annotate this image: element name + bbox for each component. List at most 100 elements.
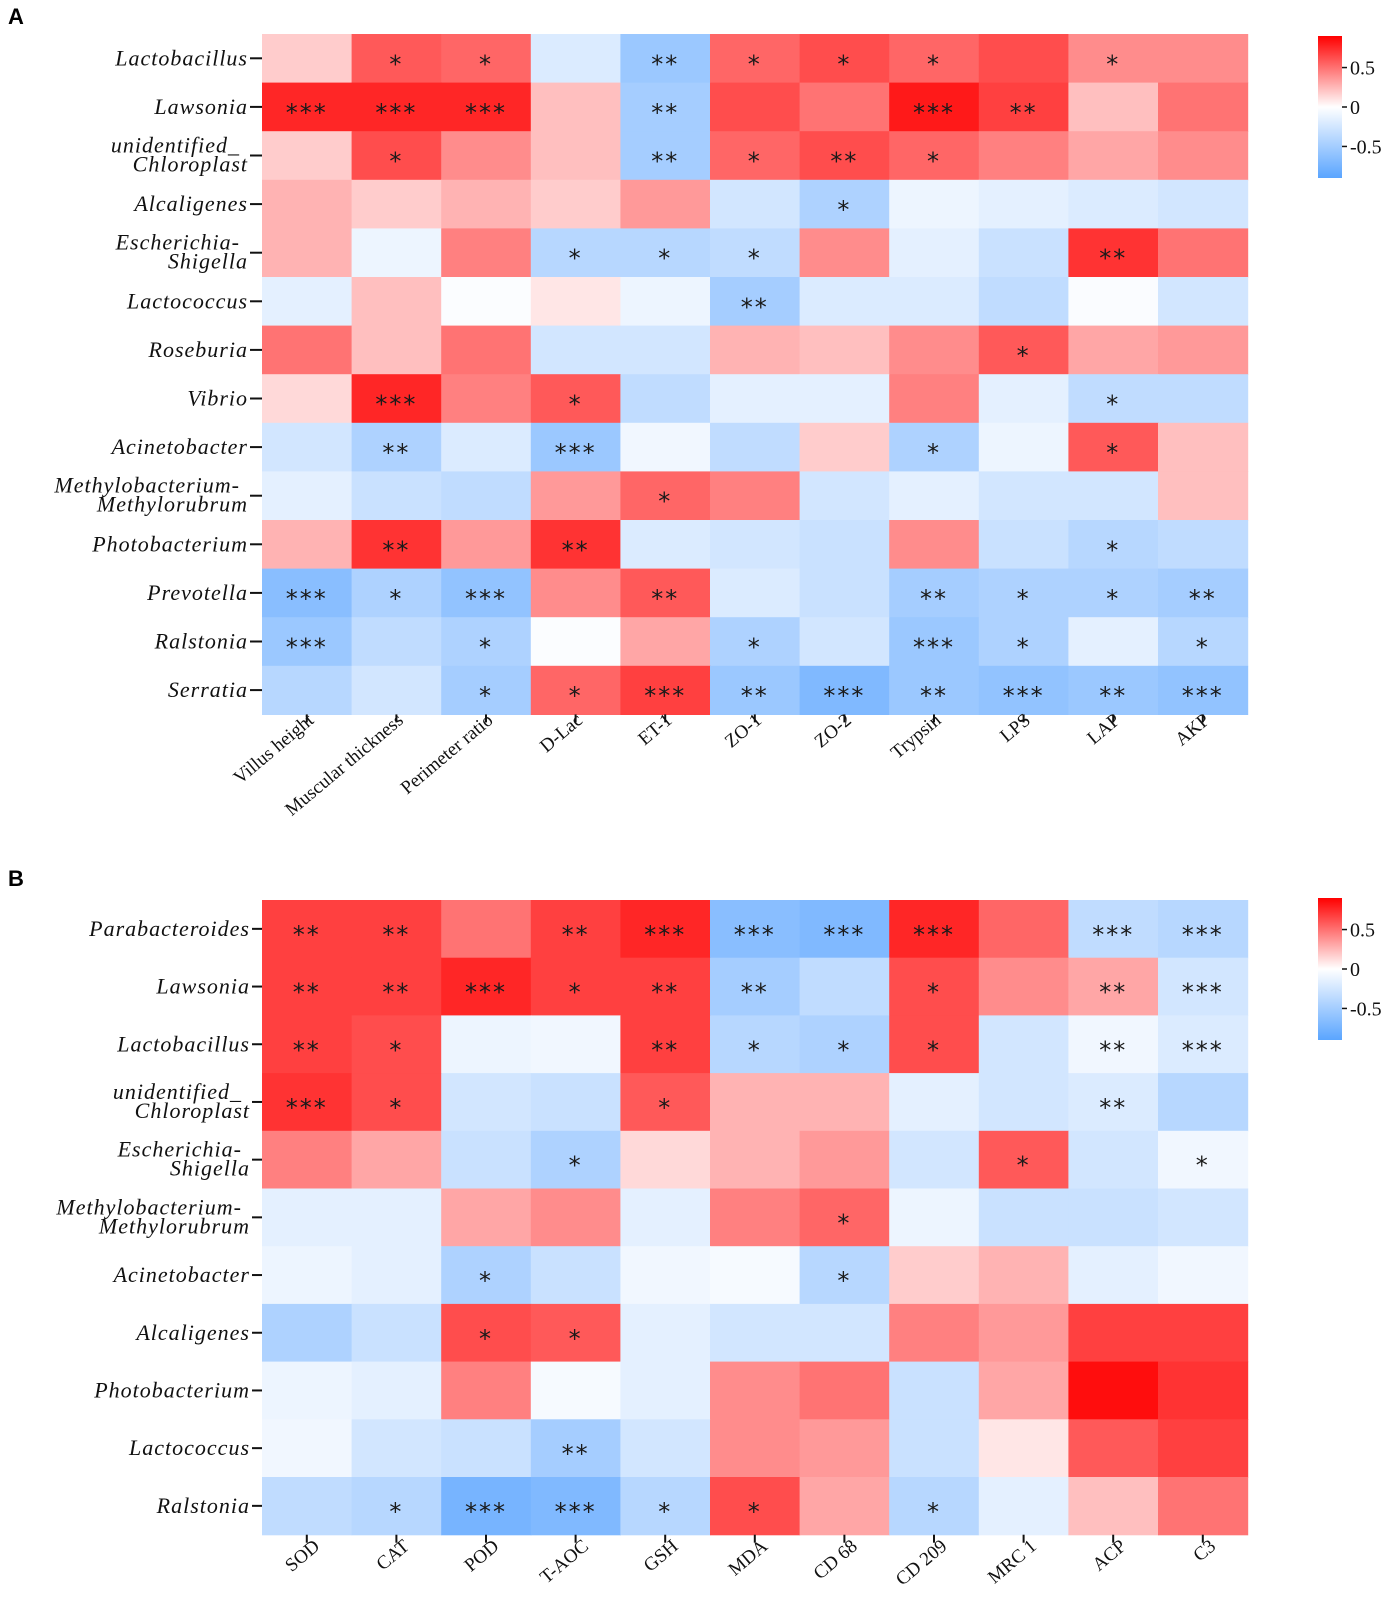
heatmap-cell — [710, 422, 801, 472]
heatmap-cell — [441, 82, 532, 132]
heatmap-cell — [351, 228, 442, 278]
heatmap-cell — [620, 957, 711, 1016]
heatmap-cell — [710, 1015, 801, 1074]
significance-marker: * — [927, 50, 941, 78]
heatmap-cell — [710, 374, 801, 424]
heatmap-cell — [351, 1419, 442, 1478]
heatmap-cell — [262, 957, 353, 1016]
heatmap-cell — [889, 228, 980, 278]
heatmap-cell — [530, 325, 621, 375]
heatmap-cell — [441, 471, 532, 521]
heatmap-cell — [262, 179, 353, 229]
heatmap-cell — [530, 1130, 621, 1190]
heatmap-cell — [620, 471, 711, 521]
heatmap-cell — [799, 374, 890, 424]
heatmap-cell — [1158, 325, 1249, 375]
colorbar-tick-label: -0.5 — [1350, 998, 1382, 1020]
row-label: Photobacterium — [93, 1377, 250, 1402]
heatmap-cell — [710, 900, 801, 959]
heatmap-cell — [351, 1188, 442, 1247]
heatmap-cell — [799, 1015, 890, 1074]
heatmap-cell — [1068, 665, 1159, 715]
significance-marker: *** — [1182, 682, 1224, 710]
row-label: Serratia — [168, 677, 248, 702]
heatmap-cell — [889, 1188, 980, 1247]
heatmap-cell — [530, 228, 621, 278]
heatmap-cell — [620, 1477, 711, 1536]
significance-marker: ** — [1099, 682, 1127, 710]
heatmap-cell — [889, 277, 980, 327]
heatmap-cell — [799, 179, 890, 229]
heatmap-cell — [262, 277, 353, 327]
heatmap-cell — [620, 617, 711, 667]
significance-marker: ** — [1099, 1094, 1127, 1122]
significance-marker: *** — [555, 1498, 597, 1526]
column-label: CAT — [373, 1535, 414, 1574]
significance-marker: * — [748, 1498, 762, 1526]
row-label: Lactococcus — [128, 1435, 250, 1460]
heatmap-cell — [1158, 1188, 1249, 1247]
heatmap-cell — [978, 131, 1069, 181]
heatmap-cell — [351, 617, 442, 667]
significance-marker: * — [1017, 634, 1031, 662]
heatmap-cell — [710, 82, 801, 132]
heatmap-cell — [1158, 82, 1249, 132]
heatmap-cell — [799, 1130, 890, 1190]
significance-marker: *** — [286, 634, 328, 662]
heatmap-cell — [262, 1015, 353, 1074]
significance-marker: ** — [651, 1036, 679, 1064]
heatmap-cell — [1068, 568, 1159, 618]
heatmap-cell — [710, 617, 801, 667]
heatmap-cell — [620, 1130, 711, 1190]
significance-marker: *** — [734, 921, 776, 949]
heatmap-cell — [1068, 1073, 1159, 1132]
significance-marker: ** — [562, 536, 590, 564]
column-label: MDA — [725, 1536, 773, 1581]
heatmap-cell — [710, 568, 801, 618]
heatmap-cell — [1068, 277, 1159, 327]
heatmap-cell — [978, 277, 1069, 327]
significance-marker: ** — [920, 585, 948, 613]
heatmap-cell — [1158, 1246, 1249, 1305]
heatmap-cell — [262, 325, 353, 375]
heatmap-cell — [351, 325, 442, 375]
heatmap-cell — [262, 617, 353, 667]
row-label: Methylobacterium-Methylorubrum — [55, 1194, 250, 1238]
heatmap-cell — [620, 277, 711, 327]
heatmap-cell — [441, 325, 532, 375]
heatmap-cell — [799, 1361, 890, 1420]
colorbar-tick-label: 0.5 — [1350, 920, 1375, 942]
heatmap-cell — [1068, 471, 1159, 521]
heatmap-cell — [1158, 520, 1249, 570]
significance-marker: ** — [920, 682, 948, 710]
column-label: ZO-1 — [721, 710, 766, 753]
heatmap-cell — [710, 1361, 801, 1420]
heatmap-cell — [1158, 374, 1249, 424]
row-label: Lactococcus — [126, 288, 248, 313]
heatmap-cell — [351, 471, 442, 521]
heatmap-cell — [710, 1188, 801, 1247]
heatmap-cell — [978, 1303, 1069, 1363]
row-label: Photobacterium — [91, 531, 248, 556]
significance-marker: ** — [1010, 99, 1038, 127]
heatmap-cell — [889, 1477, 980, 1536]
row-label: Alcaligenes — [134, 1320, 250, 1345]
heatmap-cell — [620, 900, 711, 959]
significance-marker: * — [658, 245, 672, 273]
heatmap-cell — [710, 131, 801, 181]
significance-marker: * — [927, 148, 941, 176]
heatmap-cell — [1158, 617, 1249, 667]
heatmap-cell — [978, 422, 1069, 472]
heatmap-cell — [441, 617, 532, 667]
heatmap-cell — [1068, 82, 1159, 132]
significance-marker: * — [837, 1209, 851, 1237]
heatmap-cell — [620, 179, 711, 229]
heatmap-cell — [530, 1361, 621, 1420]
significance-marker: *** — [375, 99, 417, 127]
significance-marker: *** — [913, 634, 955, 662]
significance-marker: * — [389, 1498, 403, 1526]
heatmap-cell — [441, 1477, 532, 1536]
heatmap-cell — [1158, 957, 1249, 1016]
significance-marker: *** — [1182, 1036, 1224, 1064]
heatmap-cell — [1158, 665, 1249, 715]
